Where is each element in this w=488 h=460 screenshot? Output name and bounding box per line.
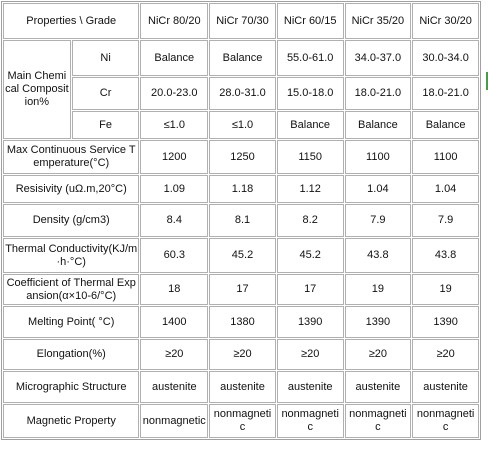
element-label: Fe — [71, 111, 140, 139]
value-cell: 55.0-61.0 — [276, 40, 344, 76]
value-cell: 8.1 — [209, 204, 276, 237]
table-row: Coefficient of Thermal Expansion(α×10-6/… — [3, 274, 479, 305]
value-cell: 19 — [344, 274, 412, 305]
value-cell: ≤1.0 — [140, 111, 209, 139]
grade-header: NiCr 80/20 — [140, 3, 209, 39]
value-cell: nonmagnetic — [140, 404, 209, 438]
table-row: Micrographic Structure austenite austenite… — [3, 371, 479, 403]
value-cell: austenite — [209, 371, 276, 403]
grade-header: NiCr 60/15 — [276, 3, 344, 39]
value-cell: nonmagnetic — [276, 404, 344, 438]
edge-marker — [486, 72, 488, 90]
value-cell: ≥20 — [209, 339, 276, 370]
value-cell: 18.0-21.0 — [344, 77, 412, 110]
value-cell: 1390 — [344, 306, 412, 338]
value-cell: 1.12 — [276, 175, 344, 203]
table-row: Magnetic Property nonmagnetic nonmagnetic n… — [3, 404, 479, 438]
value-cell: 8.4 — [140, 204, 209, 237]
table-row: Max Continuous Service Temperature(°C) 12… — [3, 140, 479, 174]
value-cell: nonmagnetic — [412, 404, 479, 438]
element-label: Cr — [71, 77, 140, 110]
value-cell: Balance — [276, 111, 344, 139]
row-label: Magnetic Property — [3, 404, 140, 438]
row-label: Density (g/cm3) — [3, 204, 140, 237]
value-cell: 1100 — [344, 140, 412, 174]
grade-header: NiCr 70/30 — [209, 3, 276, 39]
value-cell: 60.3 — [140, 238, 209, 273]
value-cell: 7.9 — [344, 204, 412, 237]
row-label: Main Chemical Composition% — [3, 40, 71, 139]
value-cell: 1380 — [209, 306, 276, 338]
table-row: Thermal Conductivity(KJ/m·h·°C) 60.3 45.2 4… — [3, 238, 479, 273]
table-row: Fe ≤1.0 ≤1.0 Balance Balance Balance — [3, 111, 479, 139]
value-cell: 20.0-23.0 — [140, 77, 209, 110]
table-row: Elongation(%) ≥20 ≥20 ≥20 ≥20 ≥20 — [3, 339, 479, 370]
value-cell: 1390 — [276, 306, 344, 338]
table-row: Cr 20.0-23.0 28.0-31.0 15.0-18.0 18.0-21.0 18… — [3, 77, 479, 110]
row-label: Melting Point( °C) — [3, 306, 140, 338]
table-body: Properties \ Grade NiCr 80/20 NiCr 70/30 Ni… — [3, 3, 479, 438]
value-cell: 1.04 — [412, 175, 479, 203]
value-cell: austenite — [412, 371, 479, 403]
table-row: Properties \ Grade NiCr 80/20 NiCr 70/30 Ni… — [3, 3, 479, 39]
value-cell: 1.18 — [209, 175, 276, 203]
value-cell: 1100 — [412, 140, 479, 174]
value-cell: 15.0-18.0 — [276, 77, 344, 110]
value-cell: 1.04 — [344, 175, 412, 203]
value-cell: austenite — [344, 371, 412, 403]
value-cell: ≥20 — [344, 339, 412, 370]
value-cell: 18.0-21.0 — [412, 77, 479, 110]
value-cell: 7.9 — [412, 204, 479, 237]
row-label: Max Continuous Service Temperature(°C) — [3, 140, 140, 174]
value-cell: 19 — [412, 274, 479, 305]
row-label: Coefficient of Thermal Expansion(α×10-6/… — [3, 274, 140, 305]
value-cell: nonmagnetic — [344, 404, 412, 438]
grade-header: NiCr 30/20 — [412, 3, 479, 39]
value-cell: 28.0-31.0 — [209, 77, 276, 110]
value-cell: Balance — [344, 111, 412, 139]
table-row: Density (g/cm3) 8.4 8.1 8.2 7.9 7.9 — [3, 204, 479, 237]
value-cell: austenite — [276, 371, 344, 403]
grade-header: NiCr 35/20 — [344, 3, 412, 39]
value-cell: 43.8 — [412, 238, 479, 273]
value-cell: 1250 — [209, 140, 276, 174]
value-cell: ≥20 — [412, 339, 479, 370]
value-cell: 1200 — [140, 140, 209, 174]
row-label: Resisivity (uΩ.m,20°C) — [3, 175, 140, 203]
corner-header: Properties \ Grade — [3, 3, 140, 39]
properties-table: Properties \ Grade NiCr 80/20 NiCr 70/30 Ni… — [1, 1, 481, 440]
value-cell: 34.0-37.0 — [344, 40, 412, 76]
value-cell: 18 — [140, 274, 209, 305]
value-cell: 17 — [209, 274, 276, 305]
value-cell: nonmagnetic — [209, 404, 276, 438]
value-cell: ≤1.0 — [209, 111, 276, 139]
value-cell: ≥20 — [276, 339, 344, 370]
row-label: Elongation(%) — [3, 339, 140, 370]
value-cell: 1400 — [140, 306, 209, 338]
value-cell: 45.2 — [209, 238, 276, 273]
value-cell: 8.2 — [276, 204, 344, 237]
element-label: Ni — [71, 40, 140, 76]
row-label: Thermal Conductivity(KJ/m·h·°C) — [3, 238, 140, 273]
value-cell: 1150 — [276, 140, 344, 174]
table-row: Resisivity (uΩ.m,20°C) 1.09 1.18 1.12 1.04 1.… — [3, 175, 479, 203]
value-cell: 17 — [276, 274, 344, 305]
value-cell: 30.0-34.0 — [412, 40, 479, 76]
value-cell: Balance — [412, 111, 479, 139]
row-label: Micrographic Structure — [3, 371, 140, 403]
value-cell: 1390 — [412, 306, 479, 338]
value-cell: ≥20 — [140, 339, 209, 370]
value-cell: 43.8 — [344, 238, 412, 273]
value-cell: austenite — [140, 371, 209, 403]
value-cell: Balance — [209, 40, 276, 76]
value-cell: Balance — [140, 40, 209, 76]
value-cell: 45.2 — [276, 238, 344, 273]
table-row: Melting Point( °C) 1400 1380 1390 1390 1390 — [3, 306, 479, 338]
table-row: Main Chemical Composition% Ni Balance Balan… — [3, 40, 479, 139]
value-cell: 1.09 — [140, 175, 209, 203]
